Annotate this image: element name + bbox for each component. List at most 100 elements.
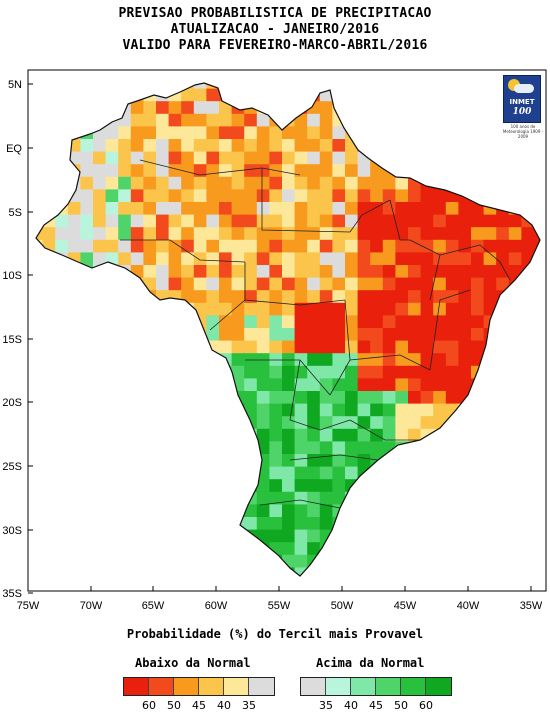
probability-cell (433, 252, 447, 266)
probability-cell (471, 277, 484, 291)
probability-cell (458, 227, 472, 241)
probability-cell (319, 454, 333, 467)
probability-cell (282, 302, 295, 316)
probability-cell (105, 164, 119, 178)
probability-cell (319, 441, 333, 455)
probability-cell (319, 428, 333, 442)
probability-cell (231, 214, 245, 228)
probability-cell (307, 403, 321, 417)
probability-cell (130, 151, 144, 165)
probability-cell (420, 365, 434, 379)
probability-cell (458, 202, 472, 215)
probability-cell (269, 517, 283, 530)
probability-cell (408, 365, 421, 379)
probability-cell (433, 277, 447, 291)
probability-cell (471, 227, 484, 241)
probability-cell (357, 365, 371, 379)
probability-cell (307, 542, 321, 556)
probability-cell (307, 391, 321, 404)
probability-cell (256, 479, 270, 493)
probability-cell (332, 252, 346, 266)
probability-cell (458, 265, 472, 278)
probability-cell (458, 315, 472, 329)
probability-cell (433, 302, 447, 316)
probability-cell (408, 416, 421, 430)
probability-cell (408, 353, 421, 367)
legend-above-tick-label: 50 (394, 699, 408, 712)
legend-above-tick-label: 40 (344, 699, 358, 712)
probability-cell (282, 378, 295, 392)
probability-cell (395, 214, 409, 228)
probability-cell (445, 290, 459, 304)
probability-cell (256, 252, 270, 266)
probability-cell (294, 441, 308, 455)
probability-cell (256, 277, 270, 291)
probability-cell (471, 315, 484, 329)
probability-cell (256, 403, 270, 417)
probability-cell (168, 151, 182, 165)
probability-cell (307, 504, 321, 518)
legend-below-swatch (124, 678, 149, 695)
probability-cell (307, 126, 321, 140)
probability-cell (130, 202, 144, 215)
probability-cell (206, 252, 220, 266)
probability-cell (395, 189, 409, 203)
probability-cell (294, 340, 308, 354)
probability-cell (307, 290, 321, 304)
probability-cell (156, 126, 169, 140)
lon-label: 70W (80, 600, 103, 612)
legend-above-tick-label: 60 (419, 699, 433, 712)
probability-cell (282, 466, 295, 480)
probability-cell (282, 290, 295, 304)
probability-cell (345, 391, 358, 404)
probability-cell (294, 517, 308, 530)
probability-cell (357, 239, 371, 253)
probability-cell (231, 365, 245, 379)
probability-cell (282, 454, 295, 467)
probability-cell (269, 391, 283, 404)
probability-cell (206, 277, 220, 291)
legend-caption: Probabilidade (%) do Tercil mais Provave… (126, 627, 424, 641)
probability-cell (471, 239, 484, 253)
probability-cell (307, 214, 321, 228)
probability-cell (294, 454, 308, 467)
probability-cell (244, 176, 258, 190)
legend-below-swatch (249, 678, 274, 695)
probability-cell (307, 277, 321, 291)
probability-cell (408, 378, 421, 392)
probability-cell (105, 189, 119, 203)
probability-cell (282, 164, 295, 178)
probability-cell (206, 315, 220, 329)
legend-above-swatch (351, 678, 376, 695)
probability-cell (231, 315, 245, 329)
probability-cell (269, 252, 283, 266)
probability-cell (105, 202, 119, 215)
probability-cell (269, 265, 283, 278)
probability-cell (93, 151, 106, 165)
probability-cell (395, 378, 409, 392)
probability-cell (282, 328, 295, 341)
probability-cell (408, 277, 421, 291)
legend-below-swatch (149, 678, 174, 695)
probability-cell (433, 202, 447, 215)
probability-cell (307, 139, 321, 152)
probability-cell (433, 378, 447, 392)
probability-cell (319, 189, 333, 203)
probability-cell (206, 290, 220, 304)
probability-cell (370, 189, 384, 203)
probability-cell (420, 328, 434, 341)
probability-cell (269, 466, 283, 480)
probability-cell (420, 315, 434, 329)
probability-cell (219, 239, 232, 253)
probability-cell (282, 227, 295, 241)
probability-cell (206, 202, 220, 215)
probability-cell (395, 290, 409, 304)
probability-cell (206, 101, 220, 115)
probability-cell (282, 479, 295, 493)
probability-cell (231, 151, 245, 165)
probability-cell (282, 403, 295, 417)
probability-cell (219, 302, 232, 316)
probability-cell (67, 202, 81, 215)
probability-cell (168, 265, 182, 278)
probability-cell (433, 340, 447, 354)
